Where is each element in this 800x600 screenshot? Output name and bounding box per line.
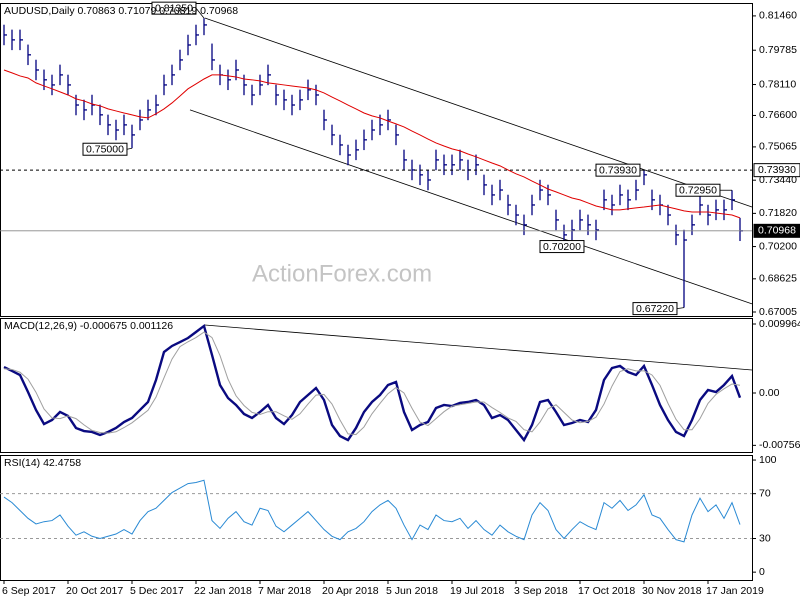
- x-tick-label: 22 Jan 2018: [194, 585, 252, 597]
- y-tick-label: 0.67005: [759, 306, 797, 318]
- x-tick-label: 20 Oct 2017: [66, 585, 123, 597]
- y-tick-label: 0.70200: [759, 240, 797, 252]
- annotation-connector: [195, 7, 205, 19]
- price-line-box: [753, 223, 800, 238]
- x-tick-label: 3 Sep 2018: [514, 585, 568, 597]
- y-tick-label: 0.79785: [759, 44, 797, 56]
- annotation-box: [539, 240, 585, 254]
- panel-title: AUDUSD,Daily 0.70863 0.71079 0.70819 0.7…: [4, 5, 238, 17]
- y-tick-label: 0: [759, 566, 765, 578]
- annotation-connector: [126, 147, 133, 150]
- y-tick-label: -0.00756: [759, 439, 800, 451]
- x-tick-label: 19 Jul 2018: [450, 585, 504, 597]
- y-tick-label: 100: [759, 454, 777, 466]
- annotation: 0.70200: [539, 240, 585, 254]
- y-tick-label: 0.76600: [759, 109, 797, 121]
- y-tick-label: 0.00: [759, 387, 780, 399]
- x-tick-label: 7 Mar 2018: [258, 585, 311, 597]
- price-line-label: 0.73930: [758, 164, 796, 176]
- annotation: 0.73930: [595, 163, 644, 177]
- x-tick-label: 20 Apr 2018: [322, 585, 379, 597]
- y-tick-label: 0.81460: [759, 10, 797, 22]
- panel-frame: [0, 3, 753, 317]
- x-tick-label: 17 Jan 2019: [706, 585, 764, 597]
- panel-frame: [0, 318, 753, 453]
- x-tick-label: 6 Sep 2017: [2, 585, 56, 597]
- x-tick-label: 30 Nov 2018: [642, 585, 702, 597]
- annotation: 0.72950: [675, 183, 732, 197]
- x-tick-label: 5 Jun 2018: [386, 585, 438, 597]
- annotation-label: 0.75000: [86, 144, 124, 156]
- indicator-line: [3, 479, 741, 543]
- x-tick-label: 17 Oct 2018: [578, 585, 635, 597]
- annotation-label: 0.70200: [543, 241, 581, 253]
- trend-line: [204, 324, 753, 371]
- annotation-label: 0.81350: [155, 2, 193, 14]
- y-tick-label: 30: [759, 532, 771, 544]
- annotation-label: 0.72950: [679, 185, 717, 197]
- y-tick-label: 0.009964: [759, 318, 800, 330]
- annotation-connector: [676, 307, 685, 309]
- y-tick-label: 0.75065: [759, 141, 797, 153]
- annotation-label: 0.73930: [599, 164, 637, 176]
- x-tick-label: 5 Dec 2017: [130, 585, 184, 597]
- y-tick-label: 0.71820: [759, 207, 797, 219]
- annotation-label: 0.67220: [636, 303, 674, 315]
- trend-line: [204, 17, 753, 208]
- indicator-line: [3, 331, 741, 436]
- panel-title: MACD(12,26,9) -0.000675 0.001126: [4, 320, 173, 332]
- annotation: 0.67220: [632, 302, 685, 316]
- indicator-line: [3, 323, 742, 443]
- watermark: ActionForex.com: [252, 260, 432, 287]
- y-tick-label: 0.68625: [759, 273, 797, 285]
- annotation: 0.75000: [82, 142, 133, 156]
- trend-line: [189, 109, 753, 305]
- price-line-box: [753, 163, 800, 178]
- panel-title: RSI(14) 42.4758: [4, 457, 81, 469]
- y-tick-label: 0.78110: [759, 78, 796, 90]
- price-line-label: 0.70968: [758, 225, 796, 237]
- panel-frame: [0, 455, 753, 581]
- y-tick-label: 70: [759, 487, 771, 499]
- annotation: 0.81350: [151, 1, 205, 19]
- moving-average: [3, 69, 741, 219]
